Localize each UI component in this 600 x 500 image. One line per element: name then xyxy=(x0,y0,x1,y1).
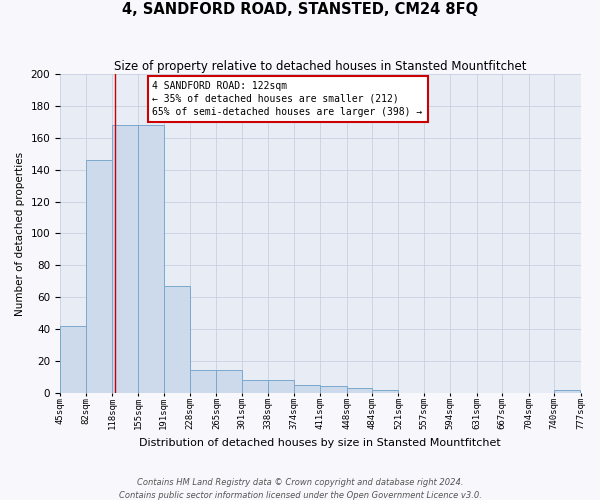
Bar xyxy=(112,125,138,393)
Text: 4 SANDFORD ROAD: 122sqm
← 35% of detached houses are smaller (212)
65% of semi-d: 4 SANDFORD ROAD: 122sqm ← 35% of detache… xyxy=(152,80,423,117)
Bar xyxy=(372,390,398,393)
Text: Contains HM Land Registry data © Crown copyright and database right 2024.
Contai: Contains HM Land Registry data © Crown c… xyxy=(119,478,481,500)
Bar xyxy=(217,370,242,393)
Title: Size of property relative to detached houses in Stansted Mountfitchet: Size of property relative to detached ho… xyxy=(114,60,527,73)
Bar xyxy=(242,380,268,393)
Y-axis label: Number of detached properties: Number of detached properties xyxy=(15,152,25,316)
Bar xyxy=(190,370,217,393)
X-axis label: Distribution of detached houses by size in Stansted Mountfitchet: Distribution of detached houses by size … xyxy=(139,438,501,448)
Bar xyxy=(86,160,112,393)
Bar xyxy=(60,326,86,393)
Bar xyxy=(554,390,580,393)
Bar xyxy=(138,125,164,393)
Bar xyxy=(347,388,372,393)
Bar xyxy=(320,386,347,393)
Bar xyxy=(164,286,190,393)
Text: 4, SANDFORD ROAD, STANSTED, CM24 8FQ: 4, SANDFORD ROAD, STANSTED, CM24 8FQ xyxy=(122,2,478,18)
Bar xyxy=(268,380,294,393)
Bar xyxy=(294,385,320,393)
